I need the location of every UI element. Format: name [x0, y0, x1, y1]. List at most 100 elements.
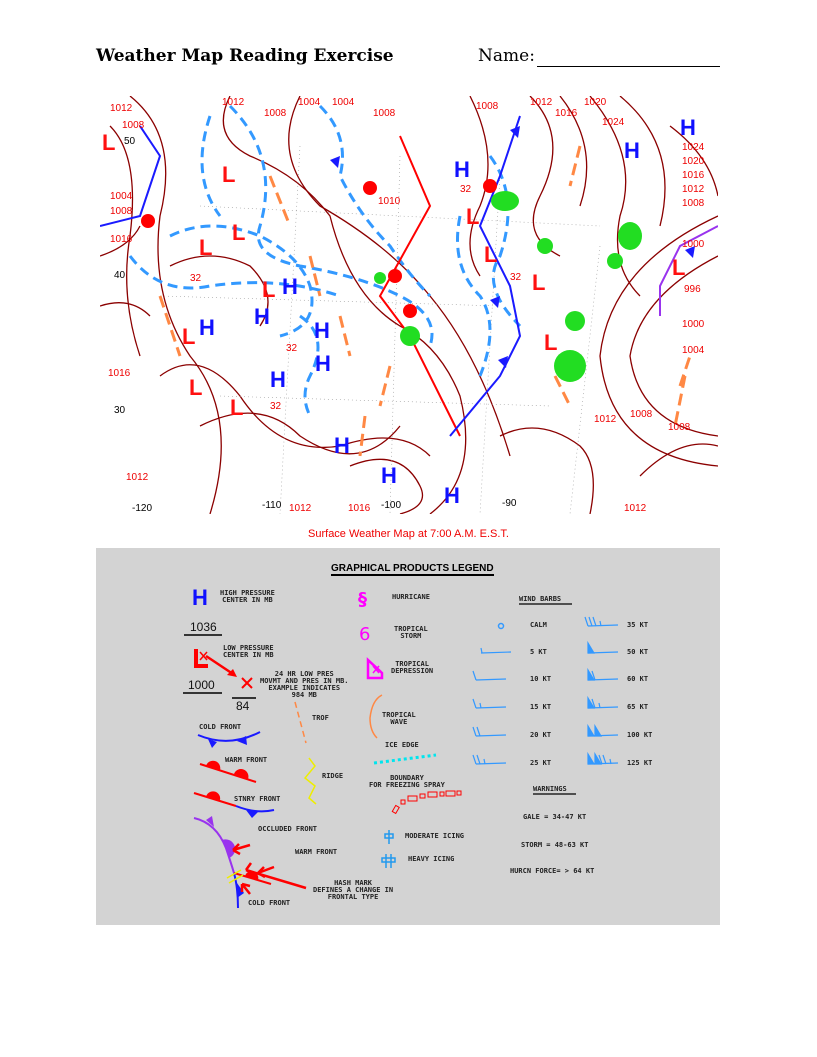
warning-storm: STORM = 48-63 KT — [521, 841, 589, 849]
wind-barb-label: 50 KT — [627, 648, 649, 656]
low-pressure-center: L — [102, 130, 115, 155]
wind-barb-label: 20 KT — [530, 731, 552, 739]
isobar-line — [469, 96, 489, 277]
wind-barb-label: 10 KT — [530, 675, 552, 683]
high-pressure-center: H — [199, 315, 215, 340]
trough-line — [678, 355, 692, 387]
occluded-warm-front-label: WARM FRONT — [295, 848, 338, 856]
low-pressure-center: L — [532, 270, 545, 295]
legend-title: GRAPHICAL PRODUCTS LEGEND — [331, 563, 494, 576]
wind-barb-label: 15 KT — [530, 703, 552, 711]
legend-symbols: H — [183, 585, 619, 909]
cold-front-marker — [510, 126, 520, 138]
movement-label: 24 HR LOW PRES MOVMT AND PRES IN MB. EXA… — [260, 670, 349, 699]
moderate-icing-icon — [384, 830, 394, 844]
high-pressure-center: H — [680, 115, 696, 140]
isobar-label: 32 — [286, 343, 298, 354]
low-pressure-value: 1000 — [188, 678, 215, 692]
high-pressure-center: H — [454, 157, 470, 182]
lat-lon-label: -120 — [132, 503, 152, 514]
high-pressure-center: H — [315, 351, 331, 376]
precipitation-area — [618, 222, 642, 250]
high-pressure-center: H — [624, 138, 640, 163]
high-pressure-center: H — [282, 274, 298, 299]
wind-barb-label: 25 KT — [530, 759, 552, 767]
isobar-label: 1004 — [110, 191, 133, 202]
isobar-line — [629, 255, 718, 437]
ridge-icon — [303, 757, 317, 805]
wind-barb-icon — [587, 695, 619, 709]
wind-barb-icon — [472, 754, 507, 765]
low-pressure-center: L — [672, 255, 685, 280]
isobar-line — [288, 96, 511, 457]
wind-barb-icon — [480, 647, 512, 654]
occluded-cold-front-label: COLD FRONT — [248, 899, 291, 907]
wind-barb-icon — [472, 698, 507, 709]
low-pressure-icon — [194, 649, 208, 668]
low-pressure-center: L — [466, 204, 479, 229]
isobar-label: 1004 — [298, 97, 321, 108]
isotherm-dashed-line — [318, 104, 432, 298]
tropical-storm-label: TROPICAL STORM — [394, 625, 428, 640]
isobar-label: 1008 — [476, 101, 499, 112]
isobar-label: 1000 — [682, 319, 705, 330]
isotherm-dashed-line — [299, 314, 320, 417]
isobar-label: 1008 — [682, 198, 705, 209]
wind-barb-icon — [472, 670, 507, 681]
isobar-line — [109, 125, 141, 357]
lat-lon-label: 40 — [114, 270, 126, 281]
high-pressure-center: H — [334, 433, 350, 458]
ice-edge-label: ICE EDGE — [385, 741, 419, 749]
low-pressure-center: L — [484, 242, 497, 267]
stationary-front-icon — [193, 791, 275, 818]
grid-line — [199, 205, 601, 227]
calm-barb-icon — [497, 622, 505, 630]
isobar-label: 1016 — [555, 108, 578, 119]
isobar-label: 996 — [684, 284, 701, 295]
isobar-line — [199, 412, 401, 455]
isobar-label: 1012 — [682, 184, 705, 195]
warnings-title: WARNINGS — [533, 785, 567, 793]
tropical-storm-icon: 6 — [359, 624, 370, 645]
cold-front-marker — [330, 156, 340, 168]
name-label: Name: — [478, 46, 535, 66]
isobar-line — [499, 427, 594, 514]
isobar-line — [599, 215, 718, 467]
low-pressure-center: L — [222, 162, 235, 187]
cold-front-marker — [490, 296, 500, 308]
tropical-depression-label: TROPICAL DEPRESSION — [391, 660, 434, 675]
isobar-line — [589, 96, 641, 297]
isotherm-dashed-line — [169, 224, 314, 338]
isobar-line — [639, 443, 718, 477]
isobar-line — [169, 255, 269, 327]
wind-barb-label: 60 KT — [627, 675, 649, 683]
isobar-label: 1020 — [584, 97, 607, 108]
isobar-line — [349, 458, 424, 514]
lat-lon-label: 30 — [114, 405, 126, 416]
wind-barb-icon — [587, 667, 619, 681]
trough-line — [308, 255, 322, 297]
isobar-label: 1008 — [110, 206, 133, 217]
cold-front-label: COLD FRONT — [199, 723, 242, 731]
low-pressure-center: L — [189, 375, 202, 400]
high-pressure-center: H — [314, 318, 330, 343]
high-pressure-value: 1036 — [190, 620, 217, 634]
isotherm-dashed-line — [228, 104, 434, 347]
trough-line — [268, 175, 292, 227]
low-pressure-center: L — [182, 324, 195, 349]
trof-icon — [294, 701, 307, 744]
cold-front-line — [449, 115, 522, 437]
wind-barb-label: 35 KT — [627, 621, 649, 629]
isobar-label: 1024 — [602, 117, 625, 128]
low-pressure-center: L — [232, 220, 245, 245]
name-field-line[interactable] — [537, 66, 720, 67]
low-pressure-center: L — [230, 395, 243, 420]
trof-label: TROF — [312, 714, 329, 722]
isobar-line — [669, 125, 718, 197]
wind-barb-label: 100 KT — [627, 731, 653, 739]
isobar-line — [222, 96, 467, 514]
warm-front-marker — [483, 179, 497, 193]
isobar-line — [559, 96, 588, 207]
wind-barb-icon — [587, 723, 619, 737]
trough-line — [358, 415, 367, 457]
